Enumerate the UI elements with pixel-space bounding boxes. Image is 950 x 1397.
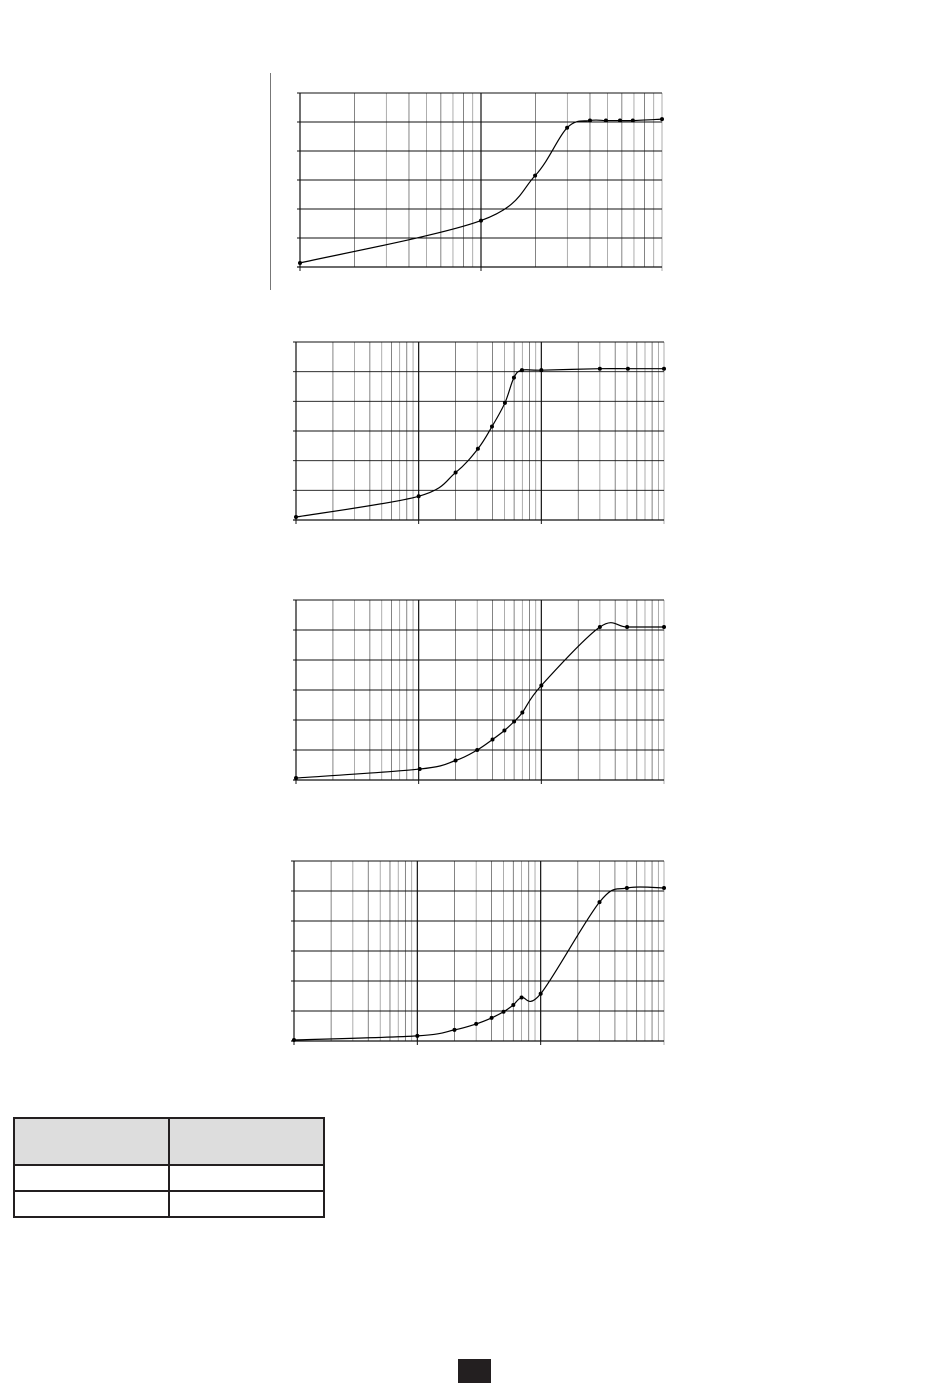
data-point: [625, 625, 630, 629]
data-point: [501, 1009, 506, 1014]
data-point: [475, 446, 480, 451]
data-point: [298, 260, 302, 265]
chart-2: [293, 341, 666, 524]
data-point: [475, 748, 480, 752]
data-point: [597, 900, 602, 905]
chart-3: [293, 599, 666, 784]
data-point: [453, 758, 458, 763]
data-point: [597, 366, 602, 371]
series-line: [299, 118, 663, 264]
table-cell: [168, 1164, 325, 1192]
data-point: [565, 125, 570, 130]
data-point: [587, 118, 592, 123]
data-point: [415, 1033, 420, 1038]
data-point: [520, 710, 525, 715]
data-point: [416, 494, 421, 499]
table-cell: [13, 1164, 170, 1192]
table-header-cell: [168, 1117, 325, 1166]
table-header-row: [13, 1117, 325, 1166]
data-point: [539, 368, 544, 373]
data-point: [630, 118, 635, 123]
page-number-box: [458, 1359, 491, 1383]
data-point: [603, 118, 608, 123]
table-header-cell: [13, 1117, 170, 1166]
series-line: [293, 886, 665, 1041]
data-point: [292, 1037, 296, 1042]
table-cell: [168, 1190, 325, 1218]
data-point: [453, 470, 458, 475]
chart-1: [297, 92, 664, 271]
data-point: [479, 218, 483, 223]
series-line: [295, 367, 664, 518]
data-point: [625, 366, 630, 371]
data-point: [474, 1021, 479, 1026]
data-point: [489, 424, 494, 429]
data-point: [597, 625, 602, 629]
data-point: [490, 737, 495, 742]
data-point: [539, 683, 544, 688]
data-point: [294, 515, 298, 520]
chart-4: [291, 860, 666, 1045]
data-point: [617, 118, 622, 123]
data-point: [519, 995, 524, 1000]
data-point: [662, 886, 666, 890]
series-line: [295, 622, 664, 779]
table-row: [13, 1190, 325, 1218]
table-cell: [13, 1190, 170, 1218]
data-point: [519, 368, 524, 373]
data-point: [452, 1027, 457, 1032]
table-row: [13, 1164, 325, 1192]
data-table: [13, 1117, 325, 1218]
data-point: [489, 1015, 494, 1020]
data-point: [538, 991, 543, 996]
data-point: [502, 400, 507, 405]
data-point: [662, 625, 666, 629]
data-point: [502, 728, 507, 733]
data-point: [512, 719, 517, 724]
data-point: [533, 173, 538, 178]
data-point: [417, 767, 422, 772]
data-point: [662, 366, 666, 371]
data-point: [511, 1003, 516, 1007]
data-point: [511, 375, 516, 380]
margin-rule: [270, 73, 271, 290]
data-point: [660, 117, 664, 122]
data-point: [624, 886, 629, 890]
data-point: [294, 776, 298, 781]
